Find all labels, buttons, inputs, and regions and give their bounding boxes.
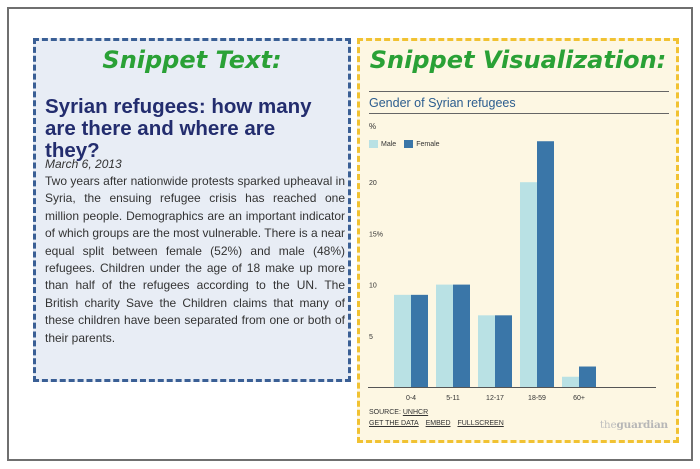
bar-chart: 5 10 15% 20 0-4 5-11 12-17 18-59 60+ <box>368 141 656 402</box>
snippet-visualization-panel: Snippet Visualization: Gender of Syrian … <box>357 38 679 443</box>
bar-male-0-4 <box>394 294 411 387</box>
brand-prefix: the <box>599 419 617 431</box>
y-tick-label: 20 <box>369 180 377 187</box>
article-title: Syrian refugees: how many are there and … <box>45 95 312 162</box>
legend-label-male: Male <box>381 140 397 148</box>
x-tick-label: 0-4 <box>406 395 416 402</box>
legend-swatch-male <box>369 140 378 148</box>
x-tick-label: 60+ <box>573 395 585 402</box>
y-tick-label: 15% <box>369 231 383 238</box>
x-tick-label: 18-59 <box>528 395 546 402</box>
brand-name: guardian <box>616 419 669 431</box>
embed-link[interactable]: EMBED <box>425 420 451 427</box>
chart-top-rule <box>369 91 669 92</box>
source-label: SOURCE: <box>369 409 403 416</box>
fullscreen-link[interactable]: FULLSCREEN <box>457 420 504 427</box>
get-the-data-link[interactable]: GET THE DATA <box>369 420 419 427</box>
y-tick-label: 10 <box>369 283 377 290</box>
article-body: Two years after nationwide protests spar… <box>45 174 345 345</box>
legend-item-female: Female <box>404 140 440 148</box>
snippet-text-heading: Snippet Text: <box>102 46 282 74</box>
bar-male-60+ <box>562 376 579 387</box>
article-date: March 6, 2013 <box>45 157 122 171</box>
x-tick-label: 5-11 <box>446 395 460 402</box>
chart-links: GET THE DATA EMBED FULLSCREEN <box>369 420 509 427</box>
bar-male-12-17 <box>478 315 495 387</box>
source-link[interactable]: UNHCR <box>402 409 429 416</box>
chart-title-rule <box>369 113 669 114</box>
chart-title: Gender of Syrian refugees <box>369 96 516 110</box>
snippet-text-panel: Snippet Text: Syrian refugees: how many … <box>33 38 351 382</box>
chart-source: SOURCE: UNHCR <box>369 409 433 416</box>
legend-swatch-female <box>404 140 414 148</box>
legend-item-male: Male <box>369 140 396 148</box>
bar-female-5-11 <box>453 284 470 387</box>
bar-male-18-59 <box>520 182 537 387</box>
y-axis-unit: % <box>369 122 377 131</box>
y-tick-label: 5 <box>369 334 373 341</box>
bar-female-18-59 <box>537 141 554 387</box>
bar-female-0-4 <box>411 294 428 387</box>
x-tick-label: 12-17 <box>486 395 504 402</box>
bar-female-12-17 <box>495 315 512 387</box>
bar-female-60+ <box>579 366 596 387</box>
chart-legend: Male Female <box>369 140 448 148</box>
snippet-visualization-heading: Snippet Visualization: <box>369 46 667 74</box>
bar-male-5-11 <box>436 284 453 387</box>
legend-label-female: Female <box>416 140 440 148</box>
guardian-logo: theguardian <box>600 419 668 431</box>
